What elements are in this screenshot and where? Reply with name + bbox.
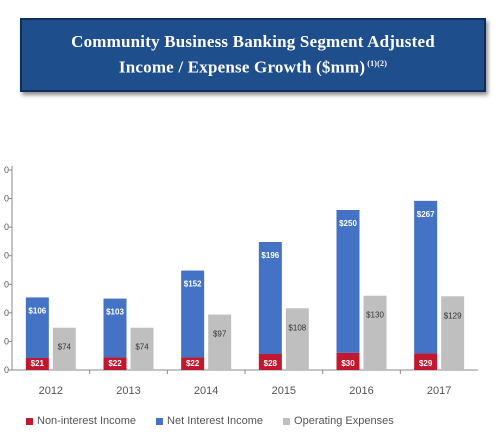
data-label-operating-expenses: $130 — [366, 311, 384, 320]
data-label-net-interest-income: $196 — [261, 251, 279, 260]
legend-item: Operating Expenses — [283, 415, 394, 427]
x-tick-label: 2013 — [116, 385, 140, 397]
bar-operating-expenses — [52, 327, 76, 370]
legend-label: Net Interest Income — [167, 415, 264, 427]
x-tick-label: 2012 — [39, 385, 63, 397]
legend-swatch — [283, 417, 291, 425]
y-tick-label: 0 — [4, 308, 9, 318]
y-tick-label: 0 — [4, 336, 9, 346]
data-label-non-interest-income: $21 — [31, 359, 45, 368]
legend-item: Non-interest Income — [26, 415, 136, 427]
data-label-net-interest-income: $103 — [106, 308, 124, 317]
data-label-non-interest-income: $29 — [419, 359, 433, 368]
bar-operating-expenses — [208, 314, 232, 370]
data-label-operating-expenses: $129 — [444, 311, 462, 320]
legend-label: Non-interest Income — [37, 415, 137, 427]
bar-non-interest-income — [181, 357, 205, 370]
bar-non-interest-income — [414, 353, 438, 370]
x-tick-label: 2014 — [194, 385, 218, 397]
bar-operating-expenses — [441, 296, 465, 370]
legend-swatch — [26, 417, 33, 425]
chart-title-superscript: (1)(2) — [367, 59, 388, 69]
bar-non-interest-income — [258, 354, 282, 370]
bar-net-interest-income — [258, 242, 282, 354]
y-tick-label: 0 — [4, 165, 9, 175]
y-tick-label: 0 — [4, 279, 9, 289]
data-label-operating-expenses: $74 — [58, 343, 72, 352]
bar-operating-expenses — [285, 308, 309, 370]
data-label-non-interest-income: $22 — [108, 359, 122, 368]
data-label-net-interest-income: $267 — [417, 210, 435, 219]
bar-non-interest-income — [25, 358, 49, 370]
chart-title: Community Business Banking Segment Adjus… — [71, 31, 435, 79]
data-label-net-interest-income: $250 — [339, 219, 357, 228]
data-label-net-interest-income: $152 — [184, 280, 202, 289]
chart-title-line1: Community Business Banking Segment Adjus… — [71, 32, 435, 52]
legend-item: Net Interest Income — [156, 415, 263, 427]
y-tick-label: 0 — [4, 365, 9, 375]
bar-non-interest-income — [103, 357, 127, 370]
bar-net-interest-income — [103, 298, 127, 358]
bar-non-interest-income — [336, 352, 360, 370]
x-tick-label: 2016 — [349, 385, 373, 397]
chart-title-line2: Income / Expense Growth ($mm) — [118, 57, 366, 77]
bar-net-interest-income — [414, 200, 438, 354]
bar-chart: 0 0 0 0 0 0 0 0 $21 $106 $74 2012 $22 $103 $74 2013 $22 $… — [4, 165, 478, 397]
y-tick-label: 0 — [4, 222, 9, 232]
y-tick-label: 0 — [4, 194, 9, 204]
bar-net-interest-income — [336, 210, 360, 353]
legend-swatch — [156, 417, 164, 425]
x-tick-label: 2017 — [427, 385, 451, 397]
data-label-non-interest-income: $28 — [264, 359, 278, 368]
bar-operating-expenses — [363, 295, 387, 370]
data-label-operating-expenses: $74 — [135, 343, 149, 352]
bar-operating-expenses — [130, 327, 154, 370]
data-label-non-interest-income: $22 — [186, 359, 200, 368]
x-tick-label: 2015 — [272, 385, 296, 397]
y-tick-label: 0 — [4, 251, 9, 261]
bar-net-interest-income — [25, 297, 49, 358]
data-label-net-interest-income: $106 — [28, 306, 46, 315]
chart-legend: Non-interest Income Net Interest Income Op… — [26, 412, 496, 430]
data-label-operating-expenses: $97 — [213, 330, 227, 339]
bar-net-interest-income — [181, 270, 205, 358]
data-label-non-interest-income: $30 — [341, 359, 355, 368]
title-banner: Community Business Banking Segment Adjus… — [20, 18, 486, 92]
legend-label: Operating Expenses — [294, 415, 394, 427]
data-label-operating-expenses: $108 — [288, 323, 306, 332]
